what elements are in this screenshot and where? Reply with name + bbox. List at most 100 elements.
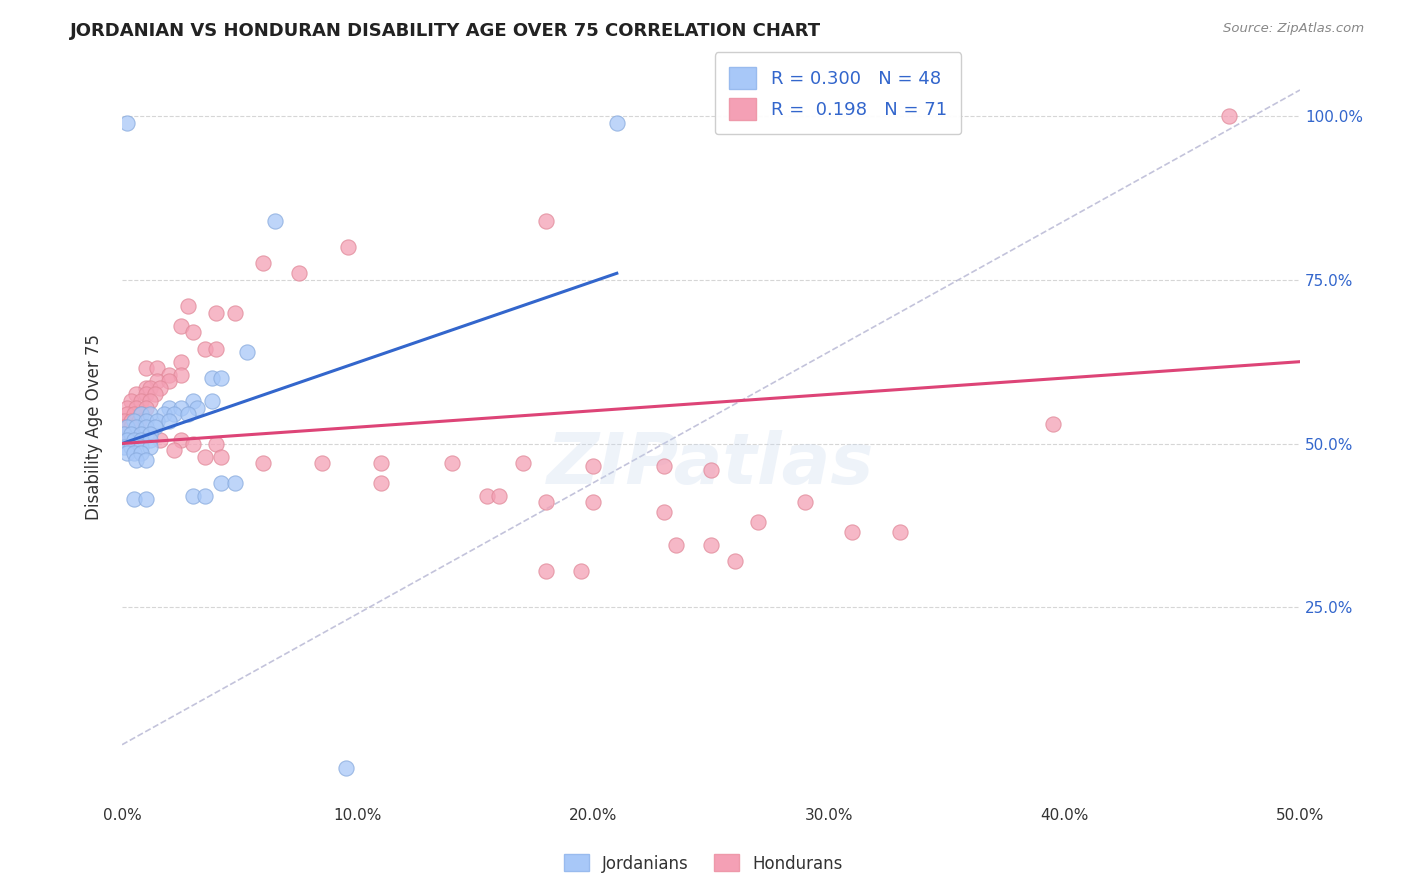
Point [534, 495, 557, 509]
Point [135, 492, 157, 507]
Point [205, 305, 228, 319]
Point [157, 414, 180, 428]
Point [209, 371, 232, 385]
Point [209, 475, 232, 490]
Point [181, 394, 204, 409]
Point [252, 256, 274, 270]
Point [121, 420, 143, 434]
Point [129, 440, 152, 454]
Point [170, 368, 193, 382]
Point [186, 401, 208, 415]
Point [1218, 109, 1240, 123]
Point [122, 446, 145, 460]
Point [224, 305, 246, 319]
Point [477, 489, 499, 503]
Point [889, 524, 911, 539]
Point [146, 374, 169, 388]
Point [193, 450, 215, 464]
Point [115, 446, 138, 460]
Point [143, 420, 166, 434]
Point [157, 368, 180, 382]
Point [193, 489, 215, 503]
Point [139, 440, 162, 454]
Point [723, 554, 745, 568]
Point [370, 475, 392, 490]
Point [112, 420, 135, 434]
Point [337, 240, 360, 254]
Point [139, 426, 162, 441]
Point [163, 443, 186, 458]
Text: ZIPatlas: ZIPatlas [547, 430, 875, 500]
Point [534, 564, 557, 578]
Point [139, 381, 162, 395]
Point [488, 489, 510, 503]
Point [129, 394, 152, 409]
Point [115, 401, 138, 415]
Point [205, 342, 228, 356]
Point [665, 538, 688, 552]
Text: JORDANIAN VS HONDURAN DISABILITY AGE OVER 75 CORRELATION CHART: JORDANIAN VS HONDURAN DISABILITY AGE OVE… [70, 22, 821, 40]
Point [135, 453, 157, 467]
Point [146, 361, 169, 376]
Point [121, 426, 143, 441]
Point [115, 116, 138, 130]
Point [139, 407, 162, 421]
Point [135, 387, 157, 401]
Point [122, 414, 145, 428]
Point [747, 515, 769, 529]
Point [205, 436, 228, 450]
Point [440, 456, 463, 470]
Point [149, 381, 172, 395]
Point [135, 361, 157, 376]
Point [128, 414, 150, 428]
Point [224, 475, 246, 490]
Point [582, 459, 605, 474]
Point [112, 414, 135, 428]
Point [121, 394, 143, 409]
Point [112, 440, 135, 454]
Point [177, 299, 200, 313]
Point [118, 426, 141, 441]
Point [582, 495, 605, 509]
Point [200, 371, 222, 385]
Point [571, 564, 593, 578]
Point [129, 407, 152, 421]
Point [122, 434, 145, 448]
Point [652, 459, 675, 474]
Point [157, 401, 180, 415]
Point [146, 414, 169, 428]
Point [125, 453, 148, 467]
Point [512, 456, 534, 470]
Point [115, 407, 138, 421]
Point [157, 374, 180, 388]
Legend: Jordanians, Hondurans: Jordanians, Hondurans [557, 847, 849, 880]
Point [841, 524, 863, 539]
Point [121, 414, 143, 428]
Point [181, 489, 204, 503]
Point [135, 420, 157, 434]
Point [170, 354, 193, 368]
Point [135, 381, 157, 395]
Point [370, 456, 392, 470]
Point [135, 414, 157, 428]
Point [700, 538, 723, 552]
Point [115, 434, 138, 448]
Point [700, 463, 723, 477]
Point [252, 456, 274, 470]
Point [209, 450, 232, 464]
Point [163, 407, 186, 421]
Text: Source: ZipAtlas.com: Source: ZipAtlas.com [1223, 22, 1364, 36]
Point [125, 401, 148, 415]
Point [153, 407, 176, 421]
Point [129, 446, 152, 460]
Point [534, 214, 557, 228]
Point [122, 407, 145, 421]
Point [143, 387, 166, 401]
Point [170, 401, 193, 415]
Point [177, 407, 200, 421]
Point [181, 436, 204, 450]
Point [1042, 417, 1064, 431]
Point [287, 266, 309, 280]
Point [181, 325, 204, 339]
Point [311, 456, 333, 470]
